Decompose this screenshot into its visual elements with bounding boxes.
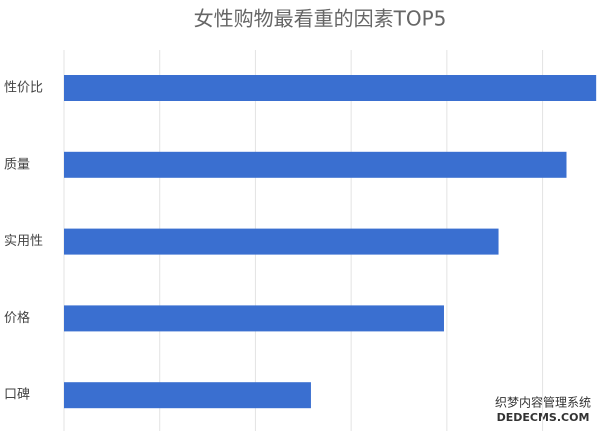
y-tick-label: 质量 bbox=[4, 157, 30, 172]
y-tick-label: 实用性 bbox=[4, 234, 43, 249]
y-tick-label: 价格 bbox=[4, 310, 30, 326]
bar bbox=[64, 228, 499, 255]
bar bbox=[64, 75, 597, 101]
bar bbox=[64, 382, 311, 409]
bar bbox=[64, 151, 567, 178]
y-tick-label: 口碑 bbox=[4, 387, 30, 403]
y-tick-label: 性价比 bbox=[4, 81, 43, 96]
bar bbox=[64, 305, 444, 332]
chart-title: 女性购物最看重的因素TOP5 bbox=[194, 7, 447, 31]
